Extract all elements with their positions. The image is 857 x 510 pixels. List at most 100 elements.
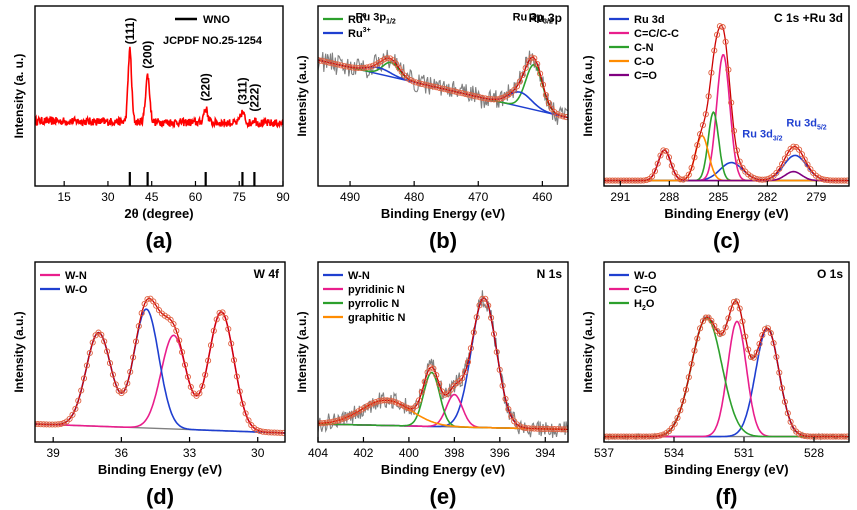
envelope-point	[716, 23, 723, 30]
envelope-point	[187, 383, 194, 390]
envelope-point	[369, 62, 376, 69]
peak-label-0: Ru 3d3/2	[742, 128, 782, 142]
envelope-point	[329, 418, 336, 425]
envelope-point	[563, 114, 568, 121]
envelope-point	[476, 94, 483, 101]
envelope-point	[815, 174, 822, 181]
plot-area	[35, 295, 285, 436]
envelope-point	[421, 81, 428, 88]
envelope-point	[372, 61, 379, 68]
x-tick-label-1: 480	[404, 190, 424, 204]
envelope-point	[488, 96, 495, 103]
x-axis-label: Binding Energy (eV)	[381, 206, 505, 221]
envelope-point	[43, 421, 50, 428]
envelope-point	[649, 173, 656, 180]
envelope-point	[528, 54, 535, 61]
envelope-point	[335, 417, 342, 424]
envelope-point	[750, 174, 757, 181]
legend-label-1: C=O	[634, 284, 657, 296]
envelope-point	[57, 420, 65, 427]
legend-label-0: W-O	[634, 270, 657, 282]
envelope-point	[121, 387, 128, 394]
envelope-point	[694, 142, 701, 149]
x-tick-label-2: 400	[399, 446, 419, 460]
envelope-point	[773, 353, 780, 361]
envelope-point	[80, 375, 88, 382]
panel-letter: (d)	[146, 484, 174, 509]
envelope-point	[534, 425, 541, 432]
envelope-point	[537, 70, 544, 77]
envelope-point	[557, 112, 564, 119]
envelope-point	[109, 371, 116, 378]
envelope-point	[256, 428, 264, 435]
envelope-point	[832, 433, 839, 440]
x-axis-label: Binding Energy (eV)	[664, 462, 788, 477]
x-tick-label-3: 60	[189, 190, 203, 204]
envelope-point	[705, 93, 712, 100]
envelope-point	[513, 83, 521, 90]
envelope-point	[274, 429, 281, 436]
envelope-point	[340, 62, 348, 69]
envelope-point	[632, 177, 639, 184]
envelope-point	[150, 298, 157, 305]
envelope-point	[205, 357, 212, 364]
envelope-point	[677, 176, 684, 183]
envelope-point	[773, 169, 780, 176]
envelope-point	[646, 433, 653, 440]
envelope-point	[184, 373, 191, 380]
envelope-point	[473, 93, 480, 100]
envelope-point	[496, 366, 503, 373]
envelope-point	[343, 414, 350, 421]
panel-letter: (f)	[716, 484, 738, 509]
envelope-point	[72, 405, 79, 412]
x-tick-label-3: 460	[532, 190, 552, 204]
envelope-point	[531, 425, 538, 432]
envelope-point	[730, 127, 738, 134]
envelope-point	[75, 397, 82, 404]
envelope-point	[415, 80, 423, 87]
envelope-point	[519, 424, 526, 431]
legend-label-3: graphitic N	[348, 312, 406, 324]
envelope-point	[634, 177, 641, 184]
envelope-point	[677, 407, 684, 414]
x-tick-label-4: 279	[806, 190, 826, 204]
legend-label-1: Ru3+	[348, 27, 371, 40]
envelope-point	[332, 418, 339, 425]
envelope-point	[485, 302, 492, 309]
envelope-point	[407, 405, 414, 412]
envelope-point	[216, 309, 223, 316]
envelope-point	[719, 329, 726, 336]
peak-label-3: (311)	[235, 77, 249, 104]
envelope-point	[404, 404, 411, 411]
panel-a: (111) (200) (220) (311)(222) WNO JCPDF NO.25-…	[12, 5, 290, 253]
envelope-point	[725, 315, 732, 322]
envelope-point	[736, 305, 743, 312]
envelope-point	[332, 60, 339, 68]
envelope-point	[141, 300, 148, 307]
x-tick-label-0: 39	[47, 446, 61, 460]
panel-d: W 4f W-N W-O 39 36 33 30 Binding Energy (eV) Int…	[12, 261, 286, 509]
envelope-point	[634, 433, 641, 440]
x-axis-label: 2θ (degree)	[124, 206, 193, 221]
panel-e: N 1s W-N pyridinic N pyrrolic N graphitic N 4…	[295, 261, 569, 509]
plot-area	[604, 23, 849, 184]
envelope-point	[233, 373, 240, 380]
envelope-point	[528, 425, 535, 432]
envelope-point	[135, 323, 142, 330]
envelope-point	[413, 79, 420, 86]
envelope-point	[46, 421, 53, 428]
envelope-point	[444, 86, 451, 93]
envelope-point	[554, 111, 561, 118]
envelope-point	[844, 177, 849, 184]
envelope-point	[790, 424, 797, 431]
envelope-point	[320, 58, 327, 65]
envelope-point	[733, 147, 740, 154]
envelope-point	[804, 161, 811, 168]
envelope-point	[832, 177, 839, 184]
envelope-point	[271, 429, 278, 436]
envelope-point	[626, 433, 633, 440]
envelope-point	[525, 58, 532, 65]
envelope-point	[490, 96, 498, 103]
